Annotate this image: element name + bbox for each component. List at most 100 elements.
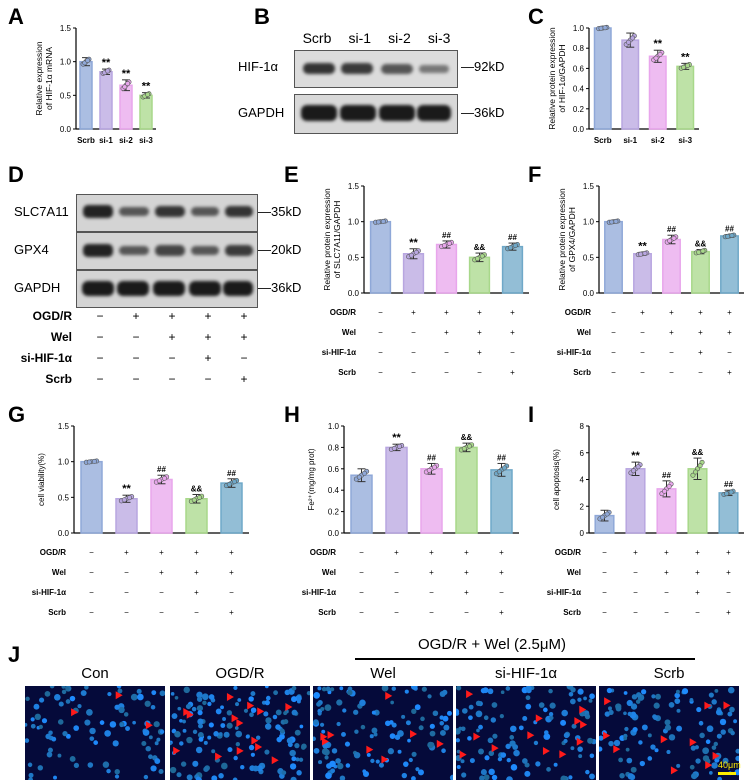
cell-nucleus — [641, 724, 648, 731]
cell-nucleus — [730, 730, 735, 736]
cell-nucleus — [203, 766, 209, 772]
cell-nucleus — [394, 734, 401, 740]
cell-nucleus — [318, 760, 323, 765]
data-point — [156, 478, 162, 484]
arrow-marker — [215, 752, 223, 761]
table-mark: − — [664, 588, 669, 597]
cell-nucleus — [606, 687, 613, 694]
x-tick-label: si-3 — [139, 136, 153, 145]
image-title: OGD/R — [215, 665, 265, 682]
y-tick-label: 0.5 — [583, 253, 595, 262]
bar — [455, 446, 478, 534]
table-mark: − — [664, 608, 669, 617]
cell-nucleus — [411, 776, 416, 780]
significance-mark: ** — [122, 68, 131, 80]
panel-letter-d: D — [8, 162, 24, 187]
cell-nucleus — [170, 766, 177, 774]
cell-nucleus — [44, 691, 51, 697]
cell-nucleus — [560, 775, 567, 780]
bar — [119, 84, 133, 130]
table-mark: + — [698, 348, 703, 357]
cell-nucleus — [150, 765, 157, 772]
cell-nucleus — [639, 760, 646, 767]
y-axis-label: Fe²⁺(mg/mg prot) — [307, 448, 316, 510]
table-mark: + — [159, 568, 164, 577]
cell-nucleus — [681, 688, 689, 695]
bar — [593, 27, 612, 130]
x-tick-label: si-2 — [651, 136, 665, 145]
cell-nucleus — [674, 698, 681, 704]
cell-nucleus — [711, 699, 717, 705]
table-row-label: OGD/R — [555, 548, 581, 557]
cell-nucleus — [264, 749, 270, 755]
arrow-marker — [579, 705, 587, 714]
cell-nucleus — [548, 688, 553, 694]
cell-nucleus — [45, 733, 51, 740]
table-mark: + — [240, 330, 247, 344]
cell-nucleus — [651, 694, 656, 699]
cell-nucleus — [58, 701, 64, 707]
cell-nucleus — [715, 709, 723, 716]
bar — [718, 492, 739, 534]
cell-nucleus — [543, 733, 551, 740]
bar — [691, 250, 710, 294]
cell-nucleus — [203, 740, 208, 745]
cell-nucleus — [490, 717, 497, 723]
table-mark: + — [669, 328, 674, 337]
cell-nucleus — [53, 775, 57, 780]
cell-nucleus — [84, 686, 89, 690]
y-axis-label: of HIF-1α/GAPDH — [557, 44, 567, 112]
cell-nucleus — [148, 754, 153, 760]
cell-nucleus — [354, 729, 359, 734]
data-point — [196, 494, 202, 500]
cell-nucleus — [522, 758, 528, 764]
cell-nucleus — [705, 739, 711, 745]
cell-nucleus — [369, 734, 374, 739]
cell-nucleus — [647, 733, 652, 738]
table-row-label: si-HIF-1α — [547, 588, 581, 597]
table-mark: − — [633, 588, 638, 597]
cell-nucleus — [469, 758, 475, 764]
table-mark: + — [464, 548, 469, 557]
data-point — [126, 495, 132, 501]
y-tick-label: 0.2 — [328, 508, 340, 517]
arrow-marker — [236, 746, 244, 755]
cell-nucleus — [291, 686, 297, 691]
arrow-marker — [436, 739, 444, 748]
band — [82, 281, 114, 296]
microscopy-image-scrb — [599, 686, 739, 780]
table-mark: − — [89, 588, 94, 597]
cell-nucleus — [84, 719, 91, 726]
y-axis-label: of SLC7A11/GAPDH — [332, 201, 342, 279]
cell-nucleus — [325, 686, 331, 692]
cell-nucleus — [61, 686, 66, 689]
blot-size-label: —36kD — [461, 105, 505, 120]
bar — [501, 245, 524, 294]
panel-letter-c: C — [528, 4, 544, 29]
cell-nucleus — [441, 748, 446, 754]
cell-nucleus — [674, 692, 680, 699]
cell-nucleus — [265, 717, 272, 724]
table-mark: + — [240, 309, 247, 323]
cell-nucleus — [321, 729, 326, 734]
table-mark: + — [510, 328, 515, 337]
cell-nucleus — [313, 691, 321, 699]
cell-nucleus — [250, 707, 257, 713]
data-point — [662, 488, 668, 494]
cell-nucleus — [599, 746, 603, 752]
table-mark: − — [378, 328, 383, 337]
cell-nucleus — [235, 730, 243, 738]
data-point — [446, 240, 452, 246]
blot-b: Scrb si-1 si-2 si-3 HIF-1α —92kD GAPDH —… — [232, 28, 522, 148]
cell-nucleus — [218, 773, 224, 779]
cell-nucleus — [143, 774, 149, 780]
chart-i: 0 2 4 6 8 cell apoptosis(%) ** ## && ## OGD/R − + + + +… — [547, 422, 744, 617]
cell-nucleus — [37, 765, 44, 771]
cell-nucleus — [538, 702, 545, 708]
cell-nucleus — [505, 743, 511, 750]
cell-nucleus — [317, 711, 322, 716]
panel-letter-f: F — [528, 162, 542, 187]
table-mark: − — [96, 351, 103, 365]
table-mark: + — [695, 548, 700, 557]
blot-row-label: HIF-1α — [238, 59, 279, 74]
